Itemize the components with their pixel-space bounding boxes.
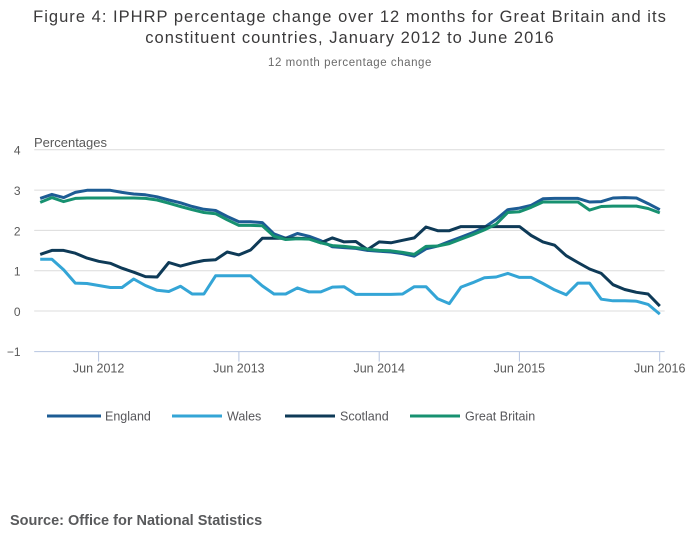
svg-text:2: 2	[14, 224, 21, 238]
svg-text:3: 3	[14, 184, 21, 198]
svg-text:−1: −1	[7, 345, 21, 359]
svg-text:4: 4	[14, 144, 21, 158]
svg-text:Scotland: Scotland	[340, 410, 389, 424]
svg-text:0: 0	[14, 305, 21, 319]
svg-text:1: 1	[14, 265, 21, 279]
svg-text:England: England	[105, 410, 151, 424]
svg-text:Jun 2014: Jun 2014	[353, 362, 404, 376]
svg-text:Great Britain: Great Britain	[465, 410, 535, 424]
svg-text:Wales: Wales	[227, 410, 261, 424]
svg-text:Jun 2012: Jun 2012	[73, 362, 124, 376]
svg-text:Jun 2015: Jun 2015	[494, 362, 545, 376]
svg-text:Jun 2016: Jun 2016	[634, 362, 685, 376]
svg-text:Percentages: Percentages	[34, 135, 107, 150]
svg-text:Jun 2013: Jun 2013	[213, 362, 264, 376]
